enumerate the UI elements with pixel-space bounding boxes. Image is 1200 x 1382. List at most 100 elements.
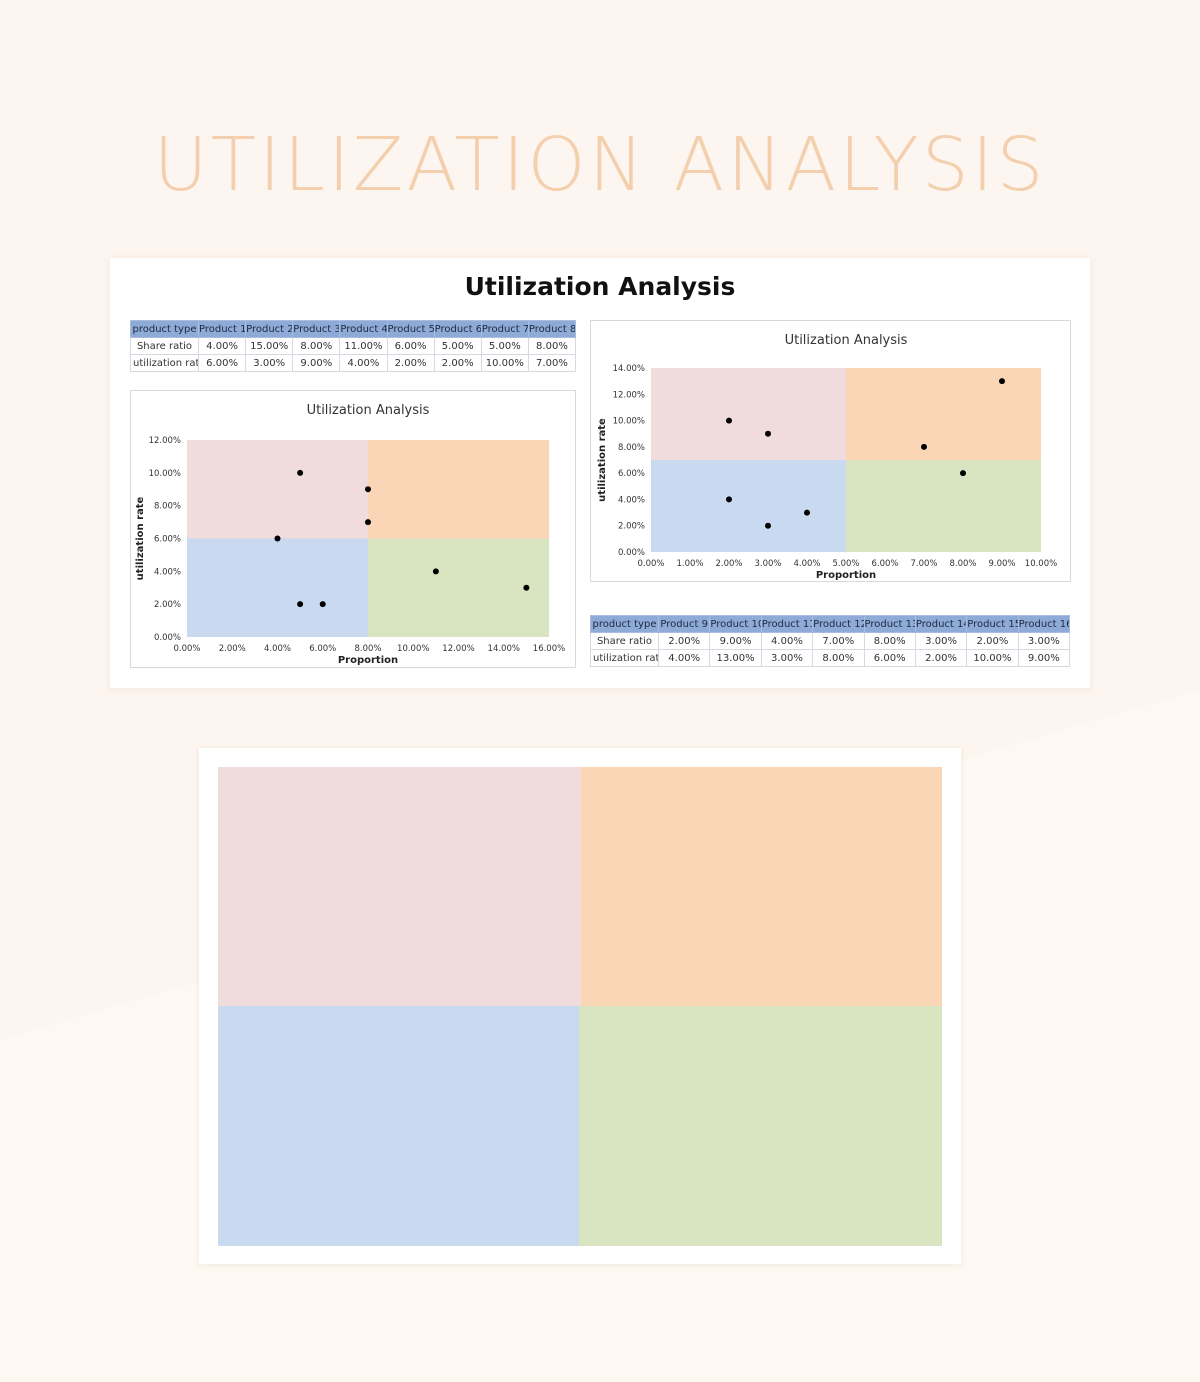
y-tick-label: 6.00% (154, 535, 181, 545)
table-cell: 4.00% (339, 354, 388, 372)
x-tick-label: 4.00% (264, 644, 291, 654)
table-cell: 6.00% (386, 337, 435, 355)
row-label: utilization rate (590, 649, 659, 667)
data-point (765, 430, 771, 437)
quadrant-bottom-right (368, 538, 549, 637)
data-point (365, 519, 371, 526)
data-point (765, 522, 771, 529)
table-row: Share ratio 2.00% 9.00% 4.00% 7.00% 8.00… (590, 632, 1071, 650)
hero-title: UTILIZATION ANALYSIS (153, 122, 1047, 208)
chart-title: Utilization Analysis (307, 403, 430, 418)
table-cell: 2.00% (657, 632, 711, 650)
x-tick-label: 4.00% (793, 559, 820, 569)
quadrant-top-right (368, 440, 549, 539)
y-tick-label: 0.00% (618, 548, 645, 558)
quadrant-top-right (581, 767, 942, 1006)
table-cell: 6.00% (863, 649, 916, 667)
table-cell: 8.00% (527, 337, 577, 355)
table-cell: 2.00% (966, 632, 1019, 650)
chart-title: Utilization Analysis (785, 333, 908, 348)
quadrant-top-left (187, 440, 368, 539)
data-point (297, 469, 304, 476)
table-cell: 3.00% (1017, 632, 1071, 650)
y-tick-label: 10.00% (613, 417, 645, 427)
table-cell: 3.00% (760, 649, 814, 667)
data-point (365, 486, 371, 493)
y-axis-label: utilization rate (135, 496, 146, 580)
quadrant-bottom-left (651, 460, 846, 552)
data-point (523, 584, 530, 591)
table-cell: 7.00% (527, 354, 577, 372)
table-row: utilization rate 6.00% 3.00% 9.00% 4.00%… (130, 354, 577, 372)
quadrant-top-right (846, 368, 1041, 460)
x-axis-label: Proportion (816, 570, 876, 581)
x-tick-label: 8.00% (354, 644, 381, 654)
table-cell: 11.00% (339, 337, 388, 355)
data-point (274, 535, 281, 542)
scatter-chart-2-svg: Utilization Analysis 0.00% 1.00% 2.00% 3.00%… (597, 333, 1057, 581)
table-cell: 9.00% (709, 632, 762, 650)
x-tick-label: 1.00% (676, 559, 703, 569)
row-label: Share ratio (590, 632, 659, 650)
x-tick-label: 12.00% (442, 644, 474, 654)
x-tick-label: 2.00% (219, 644, 246, 654)
x-tick-label: 10.00% (397, 644, 429, 654)
x-tick-label: 0.00% (173, 644, 200, 654)
quadrant-bottom-left (218, 1006, 579, 1246)
header-cell: Product 9 (657, 615, 711, 633)
x-tick-label: 6.00% (309, 644, 336, 654)
table-cell: 15.00% (245, 337, 294, 355)
table-cell: 2.00% (386, 354, 435, 372)
table-cell: 4.00% (657, 649, 711, 667)
header-cell: Product 15 (966, 615, 1019, 633)
y-tick-label: 14.00% (613, 364, 645, 374)
y-tick-label: 4.00% (618, 495, 645, 505)
quadrant-top-left (218, 767, 581, 1006)
y-tick-label: 8.00% (618, 443, 645, 453)
scatter-chart-2: Utilization Analysis 0.00% 1.00% 2.00% 3.00%… (590, 320, 1071, 582)
table-cell: 6.00% (197, 354, 247, 372)
y-tick-label: 6.00% (618, 469, 645, 479)
header-cell: Product 3 (292, 320, 341, 338)
row-label: utilization rate (130, 354, 199, 372)
header-cell: product type (130, 320, 199, 338)
table-cell: 13.00% (709, 649, 762, 667)
table-cell: 3.00% (245, 354, 294, 372)
scatter-chart-1: Utilization Analysis 0.00% 2.00% 4.00% 6.00%… (130, 390, 576, 668)
header-cell: Product 5 (386, 320, 435, 338)
y-tick-label: 12.00% (613, 390, 645, 400)
table-header-row: product type Product 1 Product 2 Product… (130, 320, 577, 338)
data-point (921, 443, 927, 450)
table-cell: 7.00% (812, 632, 865, 650)
header-cell: Product 1 (197, 320, 247, 338)
header-cell: Product 12 (812, 615, 865, 633)
quadrant-top-left (651, 368, 846, 460)
table-cell: 9.00% (292, 354, 341, 372)
data-point (319, 601, 326, 608)
header-cell: Product 7 (480, 320, 529, 338)
x-tick-label: 0.00% (637, 559, 664, 569)
header-cell: Product 4 (339, 320, 388, 338)
data-point (726, 496, 732, 503)
quadrant-bottom-left (187, 538, 368, 637)
table-cell: 3.00% (914, 632, 968, 650)
table-cell: 8.00% (863, 632, 916, 650)
x-tick-label: 7.00% (910, 559, 937, 569)
x-tick-label: 16.00% (533, 644, 565, 654)
table-header-row: product type Product 9 Product 10 Produc… (590, 615, 1071, 633)
table-row: Share ratio 4.00% 15.00% 8.00% 11.00% 6.… (130, 337, 577, 355)
y-tick-label: 2.00% (154, 600, 181, 610)
y-tick-label: 4.00% (154, 567, 181, 577)
table-cell: 8.00% (292, 337, 341, 355)
table-row: utilization rate 4.00% 13.00% 3.00% 8.00… (590, 649, 1071, 667)
table-cell: 2.00% (914, 649, 968, 667)
data-point (960, 470, 966, 477)
table-cell: 4.00% (760, 632, 814, 650)
data-table-1: product type Product 1 Product 2 Product… (130, 320, 577, 372)
data-point (726, 417, 732, 424)
table-cell: 10.00% (480, 354, 529, 372)
header-cell: Product 10 (709, 615, 762, 633)
y-tick-label: 10.00% (149, 469, 181, 479)
row-label: Share ratio (130, 337, 199, 355)
x-tick-label: 14.00% (488, 644, 520, 654)
